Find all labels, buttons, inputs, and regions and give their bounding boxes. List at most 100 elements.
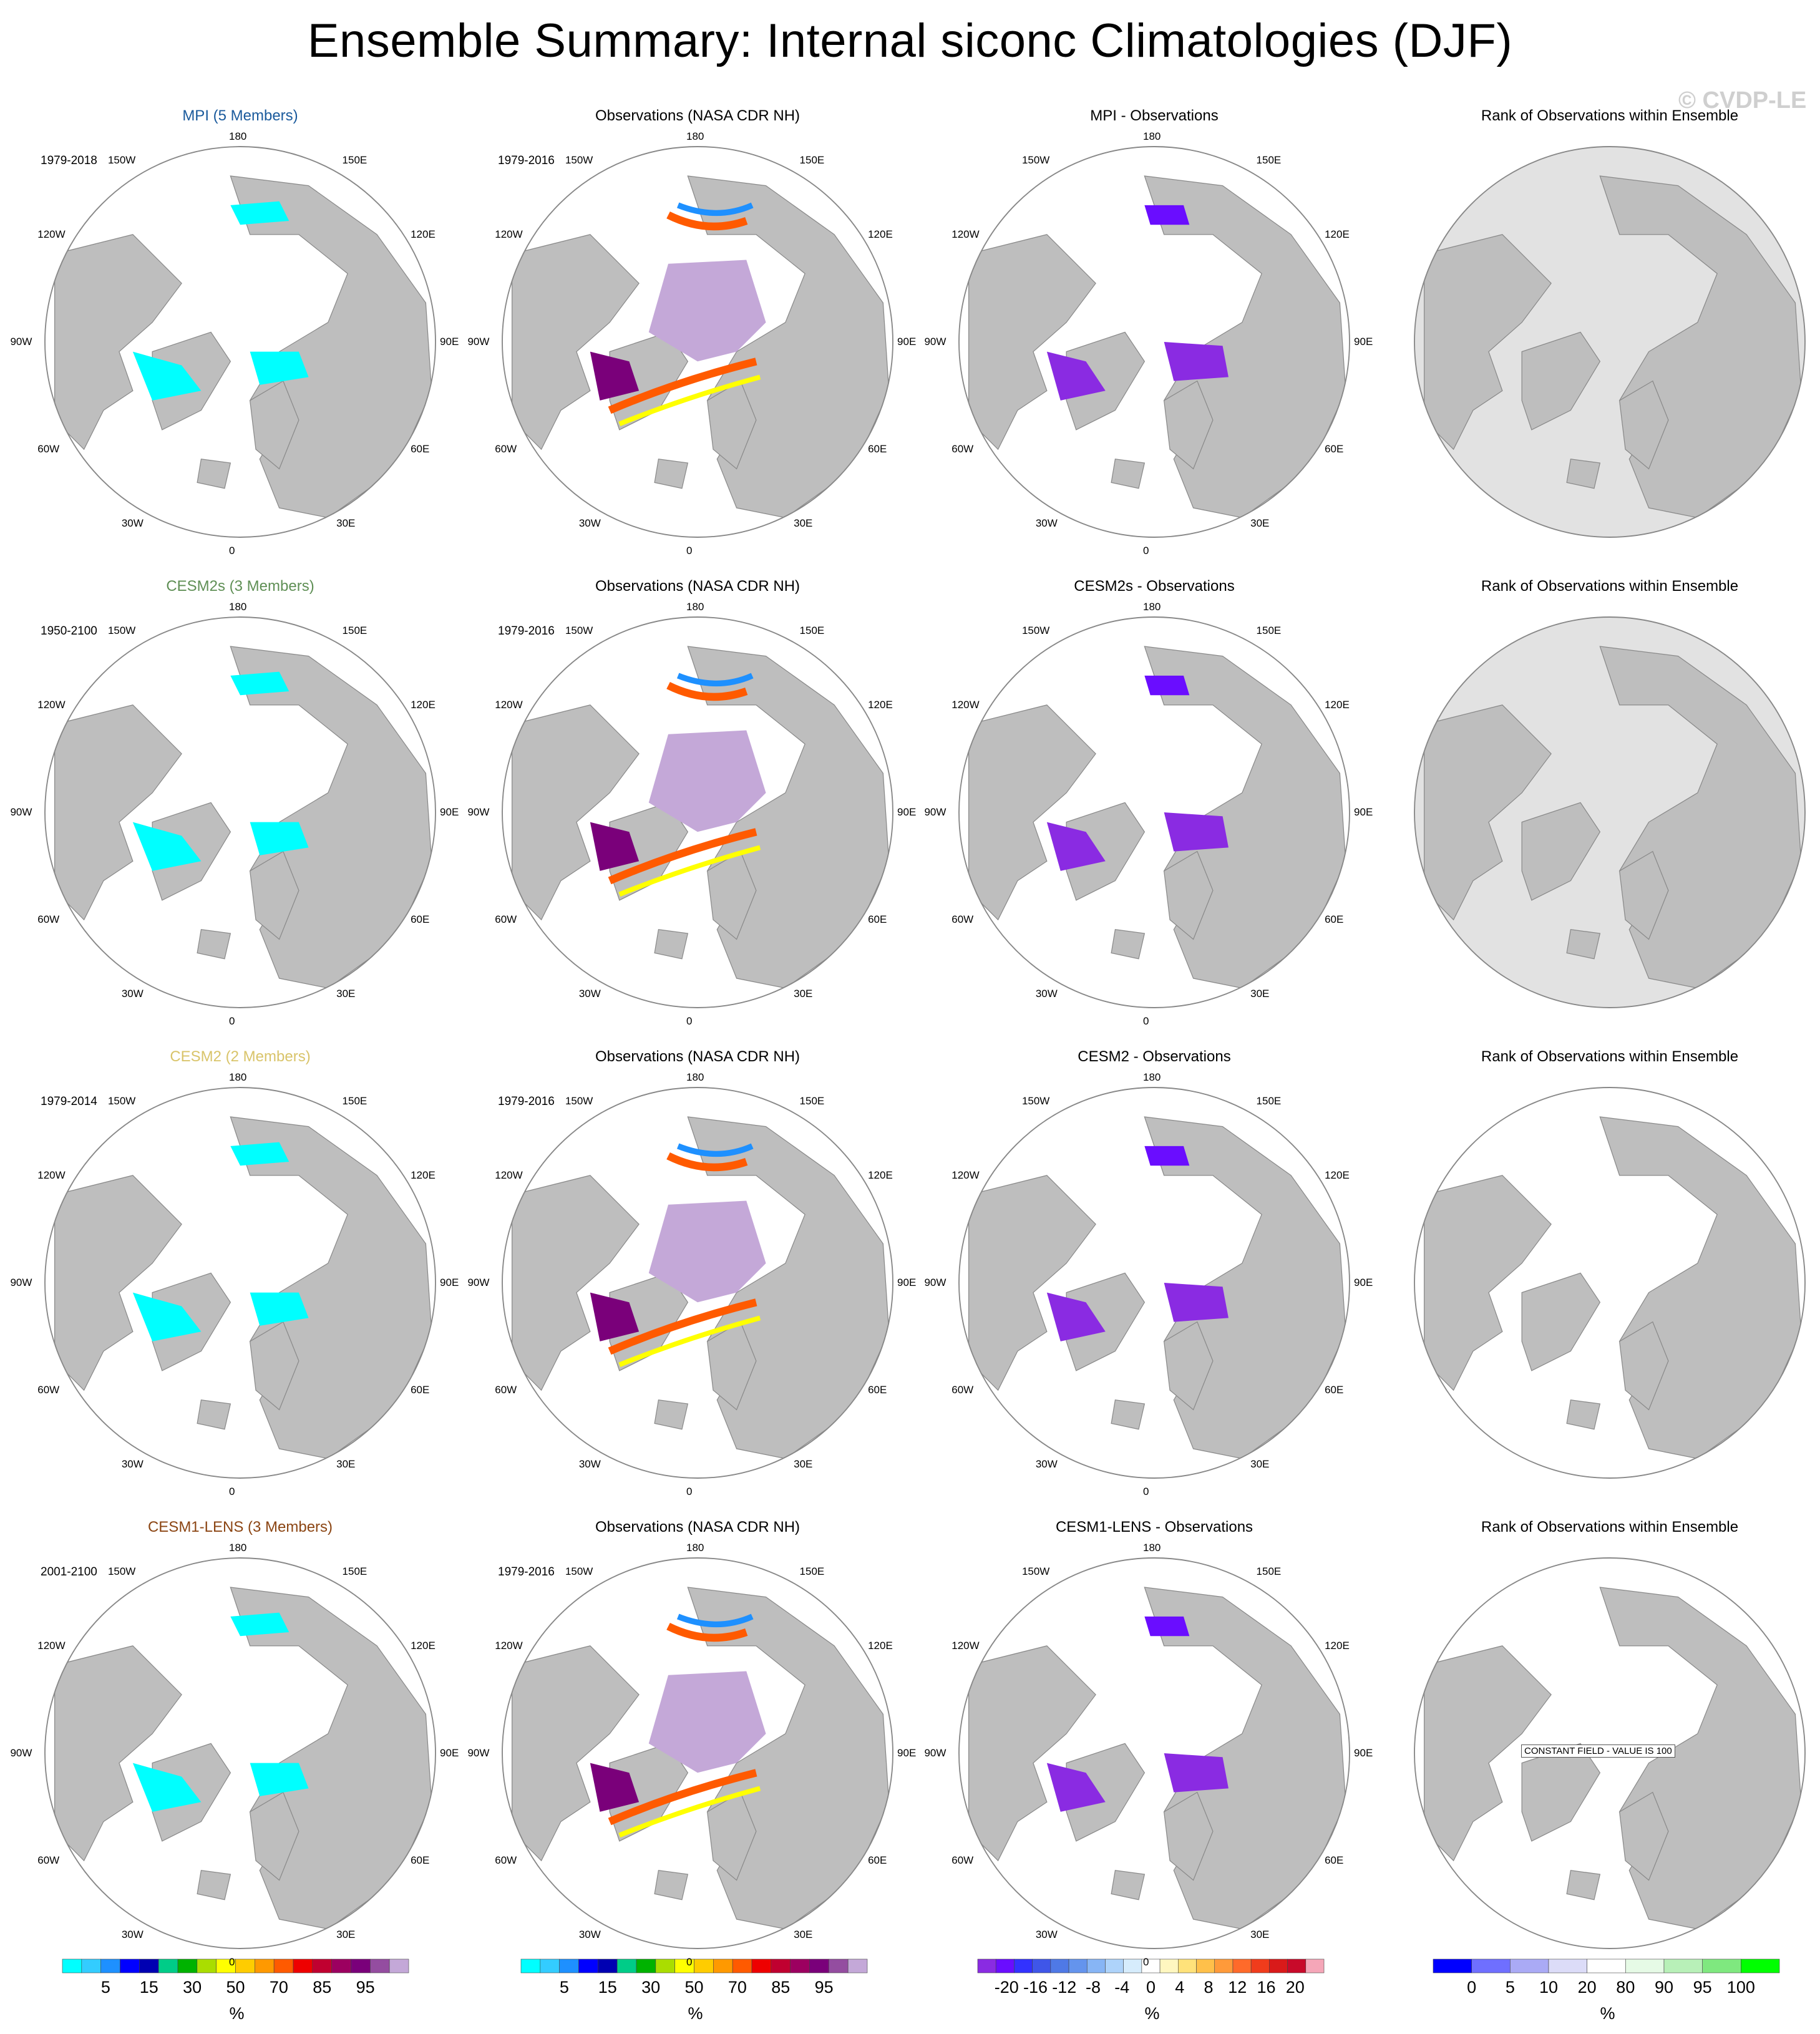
longitude-label: 30W xyxy=(578,988,601,1000)
colorbar-tick-label: 95 xyxy=(1693,1978,1712,1997)
longitude-label: 30E xyxy=(794,1458,813,1471)
longitude-label: 120W xyxy=(951,1639,980,1652)
longitude-label: 60W xyxy=(37,913,60,926)
longitude-label: 120W xyxy=(37,698,66,711)
colorbar-tick-label: 95 xyxy=(814,1978,834,1997)
longitude-label: 30W xyxy=(121,988,144,1000)
colorbar-tick-label: 5 xyxy=(559,1978,569,1997)
panel-title-obs: Observations (NASA CDR NH) xyxy=(595,1048,801,1065)
longitude-label: 150W xyxy=(565,153,593,166)
longitude-label: 180 xyxy=(686,130,704,143)
colorbar-swatch xyxy=(995,1959,1015,1973)
longitude-label: 30E xyxy=(794,988,813,1000)
colorbar-swatch xyxy=(312,1959,332,1973)
colorbar-swatch xyxy=(81,1959,101,1973)
longitude-label: 150E xyxy=(799,624,825,636)
colorbar-tick-label: 95 xyxy=(356,1978,375,1997)
longitude-label: 90E xyxy=(440,1277,459,1288)
longitude-label: 180 xyxy=(686,1542,704,1554)
colorbar-swatch xyxy=(273,1959,294,1973)
colorbar-tick-label: 30 xyxy=(183,1978,202,1997)
longitude-label: 120E xyxy=(411,1169,436,1181)
colorbar-swatch xyxy=(1305,1959,1325,1973)
longitude-label: 120E xyxy=(868,1169,893,1181)
longitude-label: 180 xyxy=(229,1071,247,1084)
longitude-label: 0 xyxy=(1143,544,1149,557)
longitude-label: 150E xyxy=(1256,624,1282,636)
longitude-label: 30W xyxy=(578,1458,601,1471)
colorbar-swatch xyxy=(1178,1959,1197,1973)
colorbar-swatch xyxy=(1196,1959,1215,1973)
longitude-label: 90W xyxy=(924,1277,946,1288)
longitude-label: 30E xyxy=(336,1458,356,1471)
longitude-label: 180 xyxy=(1143,601,1161,613)
colorbar xyxy=(1433,1959,1780,1973)
longitude-label: 90W xyxy=(924,1747,946,1759)
colorbar-tick-label: 20 xyxy=(1577,1978,1597,1997)
colorbar-swatch xyxy=(370,1959,390,1973)
longitude-label: 30W xyxy=(121,517,144,530)
longitude-label: 90E xyxy=(897,806,917,818)
colorbar-swatch xyxy=(1663,1959,1703,1973)
longitude-label: 0 xyxy=(686,1485,693,1497)
longitude-label: 90W xyxy=(467,1747,490,1759)
colorbar-tick-label: -8 xyxy=(1085,1978,1101,1997)
longitude-label: 60W xyxy=(951,1384,974,1396)
longitude-label: 60E xyxy=(1325,443,1344,455)
longitude-label: 90E xyxy=(897,1747,917,1759)
longitude-label: 60W xyxy=(495,1384,517,1396)
colorbar-tick-label: 85 xyxy=(771,1978,791,1997)
longitude-label: 180 xyxy=(686,601,704,613)
longitude-label: 30E xyxy=(1250,1458,1270,1471)
panel-title-rank: Rank of Observations within Ensemble xyxy=(1481,578,1739,595)
longitude-label: 180 xyxy=(686,1071,704,1084)
longitude-label: 150E xyxy=(799,1565,825,1577)
longitude-label: 30E xyxy=(1250,1929,1270,1941)
colorbar-tick-label: 8 xyxy=(1204,1978,1214,1997)
colorbar xyxy=(520,1959,868,1973)
longitude-label: 150W xyxy=(565,1094,593,1107)
colorbar-swatch xyxy=(158,1959,178,1973)
longitude-label: 90W xyxy=(467,806,490,818)
colorbar-tick-label: -12 xyxy=(1052,1978,1077,1997)
colorbar-swatch xyxy=(1214,1959,1234,1973)
longitude-label: 120W xyxy=(37,228,66,240)
longitude-label: 150W xyxy=(107,153,136,166)
longitude-label: 180 xyxy=(229,130,247,143)
figure-title: Ensemble Summary: Internal siconc Climat… xyxy=(307,14,1513,67)
colorbar-units: % xyxy=(1144,2004,1160,2023)
period-label: 1979-2018 xyxy=(41,154,97,167)
colorbar-swatch xyxy=(331,1959,351,1973)
colorbar-swatch xyxy=(389,1959,409,1973)
panel-title-rank: Rank of Observations within Ensemble xyxy=(1481,1519,1739,1535)
longitude-label: 30W xyxy=(1035,1929,1058,1941)
colorbar-tick-label: 70 xyxy=(269,1978,288,1997)
colorbar-tick-label: 10 xyxy=(1539,1978,1559,1997)
colorbar-swatch xyxy=(598,1959,618,1973)
longitude-label: 180 xyxy=(229,601,247,613)
longitude-label: 120W xyxy=(495,698,523,711)
longitude-label: 0 xyxy=(229,1015,235,1027)
panel-title-model: MPI (5 Members) xyxy=(182,107,298,124)
colorbar-tick-label: -16 xyxy=(1023,1978,1048,1997)
panel-title-obs: Observations (NASA CDR NH) xyxy=(595,107,801,124)
colorbar-tick-label: 0 xyxy=(1467,1978,1477,1997)
colorbar-swatch xyxy=(694,1959,714,1973)
colorbar-swatch xyxy=(293,1959,313,1973)
colorbar-units: % xyxy=(229,2004,245,2023)
longitude-label: 120E xyxy=(1325,1639,1350,1652)
watermark: © CVDP-LE xyxy=(1678,87,1807,114)
longitude-label: 0 xyxy=(686,1015,693,1027)
colorbar-tick-label: -20 xyxy=(994,1978,1019,1997)
longitude-label: 120W xyxy=(951,1169,980,1181)
longitude-label: 30E xyxy=(1250,517,1270,530)
panel-title-obs: Observations (NASA CDR NH) xyxy=(595,578,801,595)
longitude-label: 30E xyxy=(794,517,813,530)
longitude-label: 120E xyxy=(1325,228,1350,240)
longitude-label: 60E xyxy=(1325,1854,1344,1867)
colorbar xyxy=(977,1959,1325,1973)
longitude-label: 60E xyxy=(411,443,430,455)
panel-title-diff: CESM1-LENS - Observations xyxy=(1055,1519,1253,1535)
colorbar-swatch xyxy=(1287,1959,1307,1973)
colorbar-tick-label: -4 xyxy=(1114,1978,1130,1997)
